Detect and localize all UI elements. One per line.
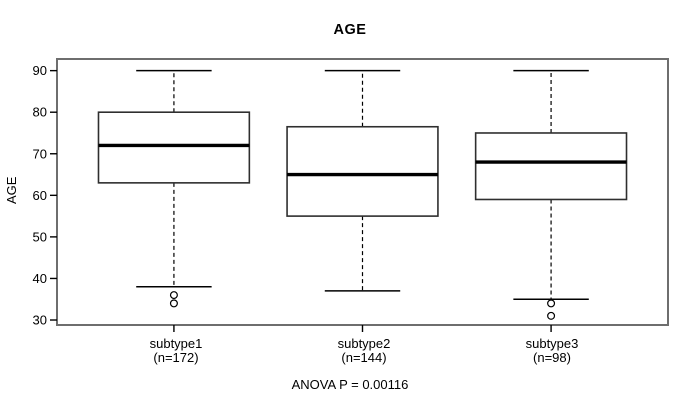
boxplot-subtype1 — [97, 69, 251, 332]
outlier-point — [547, 299, 556, 308]
anova-p-annotation: ANOVA P = 0.00116 — [291, 377, 409, 392]
iqr-box — [97, 111, 251, 184]
category-count: (n=144) — [341, 350, 387, 365]
iqr-box — [474, 132, 628, 201]
category-name: subtype3 — [525, 336, 579, 351]
x-axis-label-subtype2: subtype2 (n=144) — [304, 337, 424, 365]
y-tick-label: 70 — [33, 146, 47, 161]
y-tick-label: 60 — [33, 188, 47, 203]
outlier-point — [547, 311, 556, 320]
boxplot-subtype3 — [474, 69, 628, 332]
category-count: (n=98) — [533, 350, 571, 365]
category-name: subtype2 — [337, 336, 391, 351]
outlier-point — [169, 299, 178, 308]
y-tick-label: 50 — [33, 229, 47, 244]
chart-title: AGE — [333, 22, 367, 38]
x-axis-label-subtype1: subtype1 (n=172) — [116, 337, 236, 365]
iqr-box — [286, 125, 439, 217]
x-axis-label-subtype3: subtype3 (n=98) — [492, 337, 612, 365]
y-tick-label: 90 — [33, 63, 47, 78]
outlier-point — [169, 291, 178, 300]
y-tick-label: 40 — [33, 271, 47, 286]
y-tick-label: 80 — [33, 105, 47, 120]
boxplot-subtype2 — [286, 69, 439, 332]
category-name: subtype1 — [149, 336, 203, 351]
category-count: (n=172) — [153, 350, 199, 365]
y-tick-label: 30 — [33, 313, 47, 328]
